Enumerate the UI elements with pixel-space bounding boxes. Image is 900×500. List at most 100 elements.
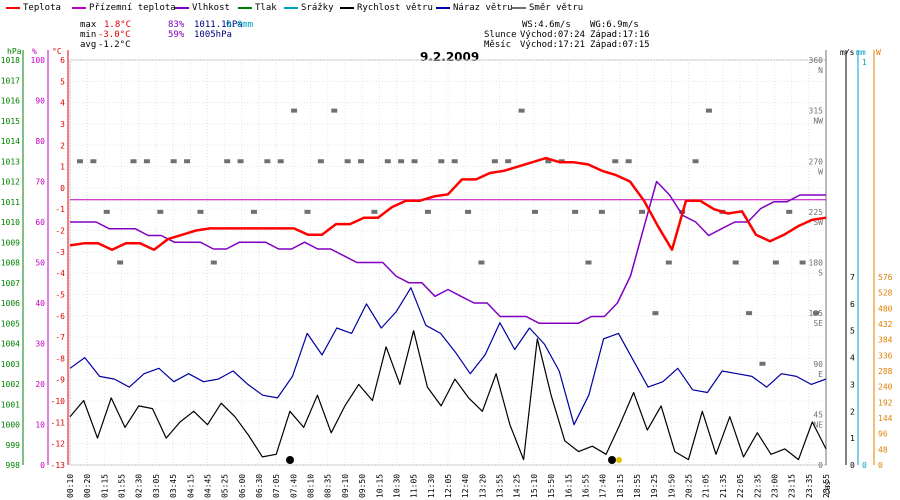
pressure-tick-label: 1008: [1, 259, 20, 268]
temperature-tick-label: 1: [60, 163, 65, 172]
x-tick-label: 09:10: [341, 474, 350, 498]
stat-min-temp: -3.0°C: [98, 30, 131, 40]
wind-dir-point: [705, 108, 712, 113]
wind-dir-point: [77, 159, 83, 164]
x-tick-label: 06:30: [255, 474, 264, 498]
stat-min-press: 1005hPa: [194, 30, 232, 40]
humidity-tick-label: 60: [35, 218, 45, 227]
legend-item-temperature: Teplota: [6, 3, 61, 13]
wind-dir-point: [799, 260, 806, 265]
x-tick-label: 11:30: [427, 474, 436, 498]
rain-tick-label: 1: [862, 58, 867, 67]
wind-dir-tick-dir: NE: [813, 420, 823, 429]
radiation-tick-label: 528: [878, 289, 893, 298]
temperature-tick-label: -6: [55, 312, 65, 321]
moonrise-marker: [608, 456, 616, 464]
x-tick-label: 07:40: [289, 474, 298, 498]
x-tick-label: 10:15: [375, 474, 384, 498]
x-tick-label: 01:15: [100, 474, 109, 498]
wind-dir-point: [612, 159, 619, 164]
temperature-axis-unit: °C: [52, 47, 62, 56]
moon-set: Západ:07:15: [590, 40, 650, 50]
x-axis-labels: 00:10 00:20 01:15 01:55 02:30 03:05 03:45 04:15…: [66, 474, 832, 498]
wind-speed-tick-label: 1: [850, 434, 855, 443]
temperature-tick-label: -4: [55, 269, 65, 278]
stat-avg-label: avg: [80, 40, 97, 50]
x-tick-label: 01:55: [118, 474, 127, 498]
legend-item-wind-gust: Náraz větru: [436, 3, 513, 13]
wind-dir-point: [304, 209, 311, 214]
wind-dir-tick-dir: S: [818, 269, 823, 278]
x-tick-label: 21:05: [702, 474, 711, 498]
stat-min-hum: 59%: [168, 30, 185, 40]
x-tick-label: 08:35: [324, 474, 333, 498]
x-tick-label: 23:00: [770, 474, 779, 498]
wind-speed-info: WS:4.6m/s: [522, 20, 571, 30]
temperature-tick-label: -2: [55, 227, 65, 236]
x-tick-label: 00:10: [66, 474, 75, 498]
stat-max-hum: 83%: [168, 20, 185, 30]
temperature-tick-label: 4: [60, 99, 65, 108]
wind-speed-axis-unit: m/s: [840, 48, 855, 57]
radiation-tick-label: 96: [878, 430, 888, 439]
wind-dir-point: [732, 260, 739, 265]
temperature-tick-label: -10: [51, 397, 66, 406]
wind-dir-point: [545, 159, 552, 164]
humidity-tick-label: 50: [35, 259, 45, 268]
temperature-tick-label: -8: [55, 354, 65, 363]
humidity-tick-label: 100: [31, 56, 46, 65]
x-tick-label: 17:40: [599, 474, 608, 498]
x-tick-label: 19:50: [667, 474, 676, 498]
wind-dir-point: [250, 209, 257, 214]
x-tick-label: 19:25: [650, 474, 659, 498]
pressure-tick-label: 1014: [1, 137, 20, 146]
pressure-tick-label: 1009: [1, 238, 20, 247]
wind-dir-point: [371, 209, 378, 214]
wind-dir-point: [518, 108, 525, 113]
x-tick-label: 13:20: [478, 474, 487, 498]
x-tick-label: 07:05: [272, 474, 281, 498]
pressure-tick-label: 1012: [1, 178, 20, 187]
wind-dir-point: [170, 159, 177, 164]
wind-dir-point: [103, 209, 110, 214]
x-tick-label: 14:25: [513, 474, 522, 498]
x-tick-label: 16:55: [581, 474, 590, 498]
pressure-tick-label: 1003: [1, 360, 20, 369]
wind-dir-tick-dir: SW: [813, 218, 823, 227]
x-tick-label: 16:15: [564, 474, 573, 498]
wind-dir-point: [331, 108, 338, 113]
radiation-tick-label: 192: [878, 398, 893, 407]
pressure-tick-label: 1016: [1, 97, 20, 106]
x-tick-label: 18:15: [616, 474, 625, 498]
series: [69, 108, 827, 464]
wind-dir-point: [665, 260, 672, 265]
wind-dir-tick-deg: 180: [809, 259, 824, 268]
x-tick-label: 13:55: [496, 474, 505, 498]
wind-dir-tick-deg: 45: [813, 410, 823, 419]
pressure-tick-label: 1001: [1, 400, 20, 409]
pressure-tick-label: 998: [6, 461, 21, 470]
legend-item-wind-speed: Rychlost větru: [340, 3, 433, 13]
pressure-axis-unit: hPa: [7, 47, 22, 56]
temperature-tick-label: -1: [55, 205, 65, 214]
wind-gust-line: [69, 287, 827, 426]
wind-dir-point: [465, 209, 472, 214]
pressure-tick-label: 1006: [1, 299, 20, 308]
wind-dir-point: [759, 361, 766, 366]
humidity-tick-label: 80: [35, 137, 45, 146]
sunrise-marker: [286, 456, 294, 464]
x-tick-label: 22:35: [753, 474, 762, 498]
wind-dir-point: [130, 159, 137, 164]
temperature-tick-label: 5: [60, 77, 65, 86]
temperature-tick-label: -3: [55, 248, 65, 257]
wind-speed-line: [69, 330, 827, 461]
x-tick-label: 08:10: [307, 474, 316, 498]
wind-dir-point: [531, 209, 538, 214]
pressure-tick-label: 1017: [1, 76, 20, 85]
wind-dir-tick-dir: N: [818, 66, 823, 75]
legend-item-rain: Srážky: [284, 3, 334, 13]
wind-dir-point: [424, 209, 431, 214]
radiation-tick-label: 432: [878, 320, 893, 329]
wind-dir-point: [411, 159, 418, 164]
